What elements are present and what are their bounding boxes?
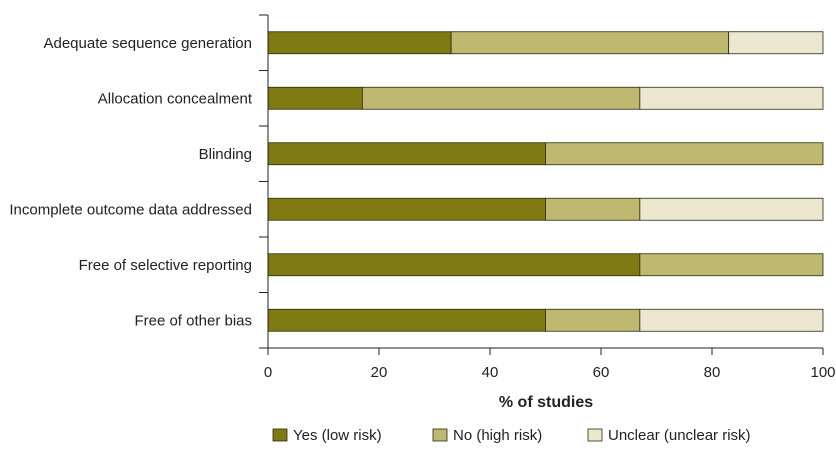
legend-label: No (high risk) — [453, 427, 542, 444]
legend-label: Yes (low risk) — [293, 427, 382, 444]
bar-segment — [267, 86, 363, 110]
x-tick-label: 80 — [704, 364, 721, 381]
category-label: Incomplete outcome data addressed — [9, 201, 252, 218]
x-axis-title: % of studies — [499, 394, 593, 411]
bar-segment — [267, 142, 546, 166]
bar-segment — [545, 142, 824, 166]
category-label: Allocation concealment — [98, 90, 253, 107]
legend-swatch — [272, 428, 288, 442]
bar-segment — [639, 253, 824, 277]
bar-segment — [267, 308, 546, 332]
bar-segment — [728, 31, 824, 55]
bar-segment — [545, 308, 641, 332]
category-labels: Adequate sequence generation Allocation c… — [9, 35, 252, 330]
category-label: Adequate sequence generation — [43, 35, 252, 52]
bar-segment — [639, 308, 824, 332]
category-label: Free of selective reporting — [79, 257, 252, 274]
legend-swatch — [587, 428, 603, 442]
x-tick-labels: 0 20 40 60 80 100 — [264, 364, 836, 381]
bar-segment — [450, 31, 730, 55]
bar-segment — [267, 253, 641, 277]
bar-segment — [267, 197, 546, 221]
legend-label: Unclear (unclear risk) — [608, 427, 751, 444]
bar-segment — [639, 86, 824, 110]
bar-segment — [545, 197, 641, 221]
x-tick-label: 40 — [482, 364, 499, 381]
x-tick-label: 60 — [593, 364, 610, 381]
legend: Yes (low risk) No (high risk) Unclear (unc… — [272, 427, 751, 444]
x-tick-label: 0 — [264, 364, 272, 381]
bar-segment — [639, 197, 824, 221]
axes — [259, 14, 824, 355]
legend-swatch — [432, 428, 448, 442]
bars — [267, 31, 824, 332]
bar-segment — [361, 86, 641, 110]
category-label: Free of other bias — [134, 312, 252, 329]
category-label: Blinding — [199, 146, 252, 163]
x-tick-label: 20 — [371, 364, 388, 381]
bar-segment — [267, 31, 452, 55]
x-tick-label: 100 — [810, 364, 835, 381]
